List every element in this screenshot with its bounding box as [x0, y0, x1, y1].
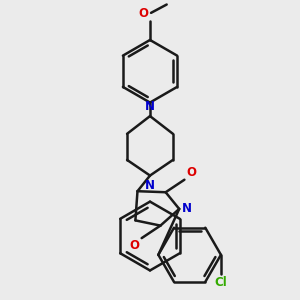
Text: N: N: [182, 202, 192, 215]
Text: O: O: [130, 239, 140, 252]
Text: N: N: [145, 100, 155, 113]
Text: Cl: Cl: [214, 276, 227, 289]
Text: O: O: [187, 166, 196, 179]
Text: N: N: [145, 179, 155, 192]
Text: O: O: [138, 7, 148, 20]
